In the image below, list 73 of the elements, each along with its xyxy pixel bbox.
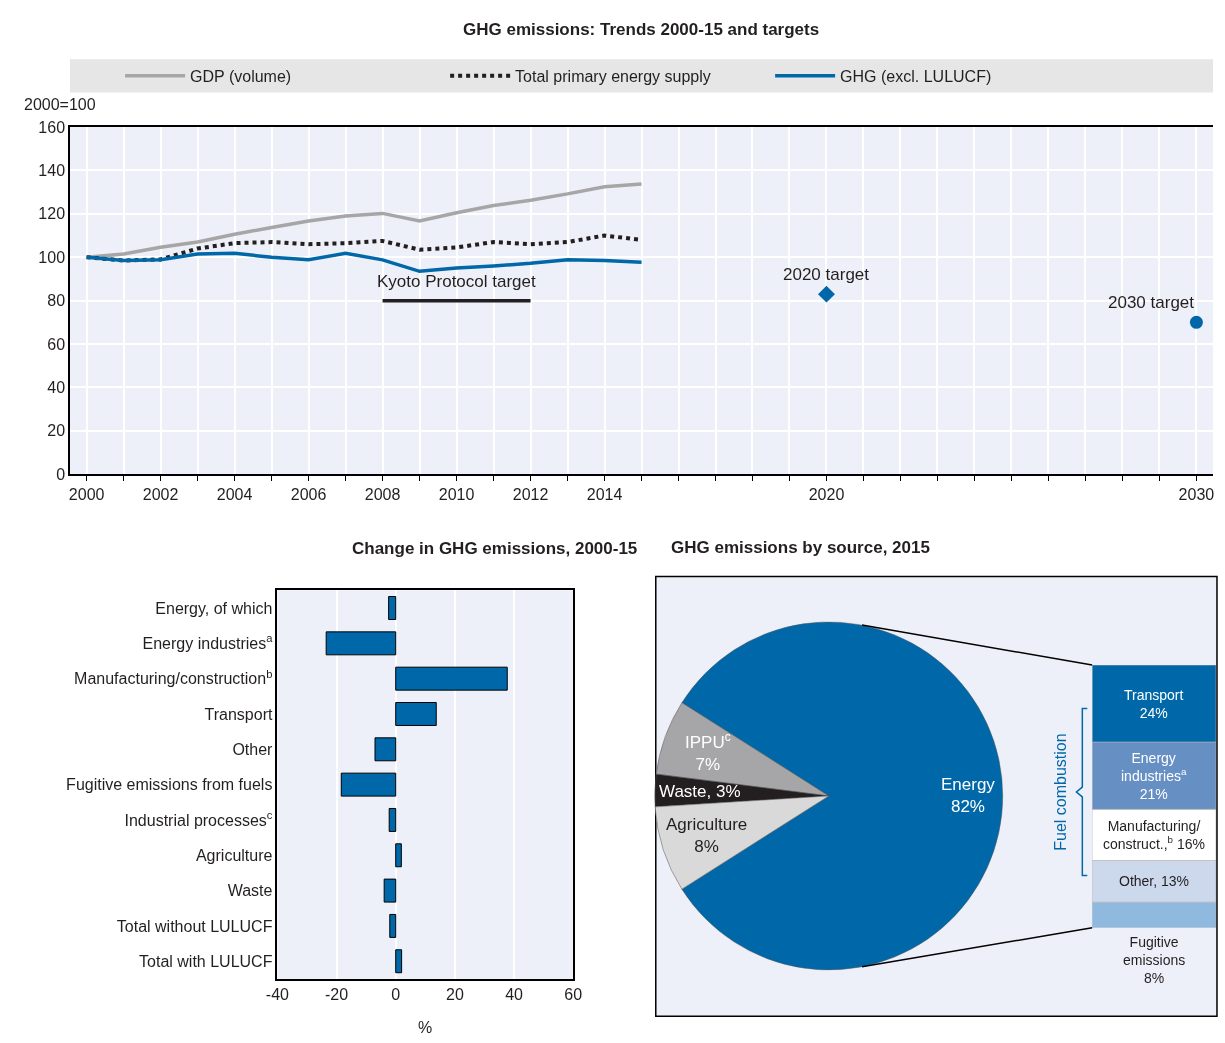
y-tick-label: Energy, of which bbox=[155, 599, 273, 617]
legend-label: GDP (volume) bbox=[190, 68, 292, 86]
y-tick-label: Fugitive emissions from fuels bbox=[66, 776, 273, 794]
text: Energy industries$^{a}$ 21% bbox=[1121, 750, 1187, 803]
y-tick-label: 40 bbox=[47, 379, 66, 397]
y-tick-label: 60 bbox=[47, 335, 66, 353]
y-tick-label: 140 bbox=[38, 162, 66, 180]
x-tick-label: 2008 bbox=[364, 486, 401, 504]
x-tick-label: 2012 bbox=[512, 486, 549, 504]
x-tick-label: 2010 bbox=[438, 486, 475, 504]
chart-title: GHG emissions by source, 2015 bbox=[671, 538, 930, 557]
y-tick-label: Agriculture bbox=[195, 846, 273, 864]
y-tick-label: Industrial processes$^{c}$ bbox=[124, 808, 273, 829]
data-label: Fugitive emissions 8% bbox=[1123, 934, 1186, 987]
y-tick-label: 120 bbox=[38, 205, 66, 223]
legend-label: Total primary energy supply bbox=[515, 68, 711, 86]
x-tick-label: 2004 bbox=[216, 486, 253, 504]
bar bbox=[325, 631, 397, 656]
slice-label: IPPU$^{c}$ bbox=[685, 730, 731, 753]
data-label: Manufacturing/ construct.,$^{b}$ 16% bbox=[1103, 818, 1205, 853]
bar bbox=[340, 772, 397, 797]
bar bbox=[389, 913, 397, 938]
bar bbox=[395, 843, 402, 868]
x-tick-label: 60 bbox=[564, 985, 583, 1003]
annotation: Kyoto Protocol target bbox=[377, 272, 537, 291]
x-tick-label: -40 bbox=[265, 985, 290, 1003]
y-tick-label: Energy industries$^{a}$ bbox=[142, 632, 274, 652]
y-tick-label: Manufacturing/construction$^{b}$ bbox=[74, 667, 273, 688]
x-tick-label: 2006 bbox=[290, 486, 327, 504]
data-label: 7% bbox=[695, 755, 721, 775]
x-tick-label: 20 bbox=[445, 985, 464, 1003]
legend-label: GHG (excl. LULUCF) bbox=[840, 68, 992, 86]
bar bbox=[383, 878, 397, 903]
text: Fuel combustion bbox=[1051, 733, 1069, 851]
y-tick-label: Total with LULUCF bbox=[139, 952, 273, 970]
x-tick-label: 2014 bbox=[586, 486, 623, 504]
slice-label: Agriculture bbox=[666, 815, 748, 834]
bar bbox=[388, 596, 397, 620]
y-tick-label: Waste bbox=[227, 882, 273, 900]
line-series bbox=[84, 182, 644, 259]
x-tick-label: 0 bbox=[391, 985, 401, 1003]
line-series bbox=[84, 251, 644, 274]
x-tick-label: 2030 bbox=[1178, 486, 1215, 504]
data-label: 82% bbox=[950, 797, 985, 817]
x-tick-label: 2020 bbox=[808, 486, 845, 504]
bar bbox=[374, 737, 397, 762]
bar bbox=[395, 949, 403, 974]
x-axis-title: % bbox=[418, 1019, 433, 1036]
x-tick-label: 2002 bbox=[142, 486, 179, 504]
bar bbox=[388, 807, 397, 832]
slice-label: Waste, 3% bbox=[659, 782, 741, 801]
y-tick-label: 20 bbox=[47, 422, 66, 440]
bar bbox=[395, 666, 508, 691]
chart-title: Change in GHG emissions, 2000-15 bbox=[352, 539, 638, 558]
data-label: 8% bbox=[694, 837, 719, 857]
x-tick-label: 40 bbox=[505, 985, 524, 1003]
data-label: Other, 13% bbox=[1119, 873, 1190, 889]
annotation: 2020 target bbox=[783, 265, 870, 284]
x-tick-label: -20 bbox=[324, 985, 349, 1003]
x-tick-label: 2000 bbox=[68, 486, 105, 504]
chart-title: GHG emissions: Trends 2000-15 and targets bbox=[463, 20, 820, 39]
y-tick-label: 100 bbox=[38, 248, 66, 266]
y-tick-label: Total without LULUCF bbox=[116, 917, 273, 935]
bar bbox=[395, 702, 437, 726]
y-tick-label: 0 bbox=[56, 465, 66, 483]
y-tick-label: 160 bbox=[38, 118, 66, 136]
y-tick-label: 80 bbox=[47, 292, 66, 310]
data-label: Transport 24% bbox=[1124, 687, 1184, 722]
y-axis-title: 2000=100 bbox=[24, 96, 96, 113]
annotation: 2030 target bbox=[1108, 293, 1195, 312]
y-tick-label: Other bbox=[232, 740, 274, 758]
slice-label: Energy bbox=[941, 775, 996, 794]
y-tick-label: Transport bbox=[204, 705, 273, 723]
